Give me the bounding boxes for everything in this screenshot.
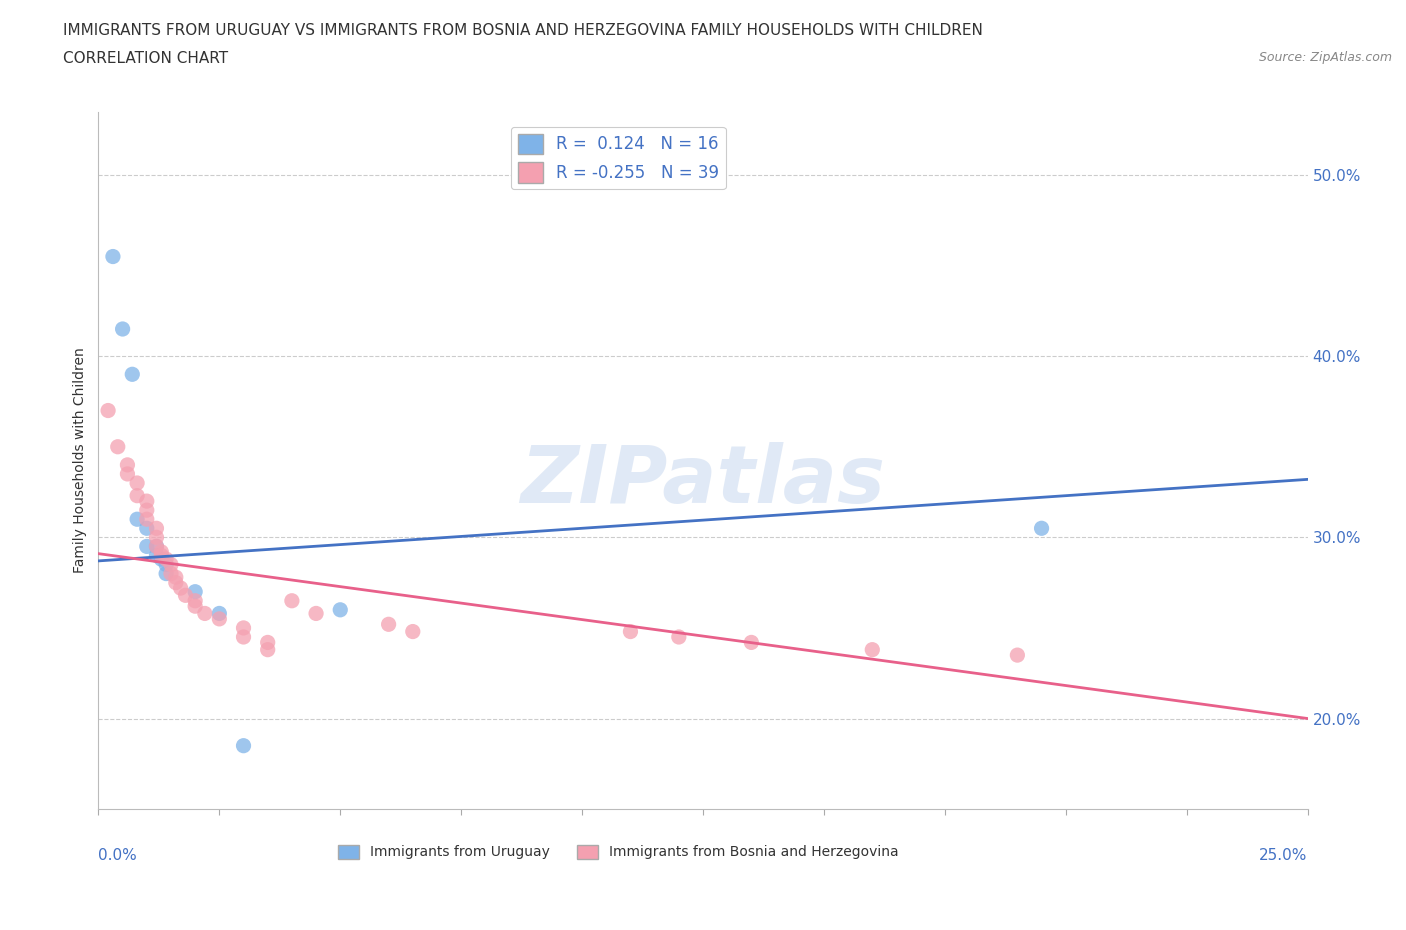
Text: CORRELATION CHART: CORRELATION CHART (63, 51, 228, 66)
Point (169, 580, 191, 595)
Point (107, 439, 129, 454)
Point (256, 635, 278, 650)
Point (1031, 521, 1053, 536)
Point (145, 539, 167, 554)
Point (740, 635, 762, 650)
Point (135, 503, 157, 518)
Point (117, 458, 139, 472)
Point (232, 738, 254, 753)
Text: 25.0%: 25.0% (1260, 848, 1308, 863)
Point (281, 593, 304, 608)
Legend: Immigrants from Uruguay, Immigrants from Bosnia and Herzegovina: Immigrants from Uruguay, Immigrants from… (332, 839, 904, 865)
Point (184, 599, 207, 614)
Point (150, 544, 173, 559)
Point (155, 566, 177, 581)
Point (402, 624, 425, 639)
Point (155, 557, 177, 572)
Point (1007, 647, 1029, 662)
Text: 0.0%: 0.0% (98, 848, 138, 863)
Point (232, 630, 254, 644)
Point (160, 557, 183, 572)
Point (184, 584, 207, 599)
Point (127, 475, 149, 490)
Text: ZIPatlas: ZIPatlas (520, 443, 886, 520)
Point (145, 539, 167, 554)
Point (194, 606, 217, 621)
Point (145, 530, 167, 545)
Point (668, 630, 690, 644)
Point (145, 521, 167, 536)
Point (127, 488, 149, 503)
Point (135, 494, 157, 509)
Y-axis label: Family Households with Children: Family Households with Children (73, 348, 87, 573)
Point (184, 593, 207, 608)
Point (377, 617, 399, 631)
Text: Source: ZipAtlas.com: Source: ZipAtlas.com (1258, 51, 1392, 64)
Point (329, 603, 352, 618)
Point (121, 366, 143, 381)
Point (150, 548, 173, 563)
Point (860, 643, 883, 658)
Point (155, 551, 177, 566)
Point (135, 512, 157, 526)
Point (232, 620, 254, 635)
Point (135, 521, 157, 536)
Point (208, 611, 231, 626)
Point (165, 575, 187, 590)
Point (165, 570, 187, 585)
Point (150, 551, 173, 566)
Point (208, 606, 231, 621)
Point (145, 548, 167, 563)
Point (101, 249, 124, 264)
Point (174, 588, 197, 603)
Point (117, 467, 139, 482)
Point (305, 606, 328, 621)
Point (619, 624, 641, 639)
Point (256, 643, 278, 658)
Point (97, 403, 120, 418)
Point (160, 566, 183, 581)
Text: IMMIGRANTS FROM URUGUAY VS IMMIGRANTS FROM BOSNIA AND HERZEGOVINA FAMILY HOUSEHO: IMMIGRANTS FROM URUGUAY VS IMMIGRANTS FR… (63, 23, 983, 38)
Point (127, 512, 149, 526)
Point (135, 539, 157, 554)
Point (111, 322, 134, 337)
